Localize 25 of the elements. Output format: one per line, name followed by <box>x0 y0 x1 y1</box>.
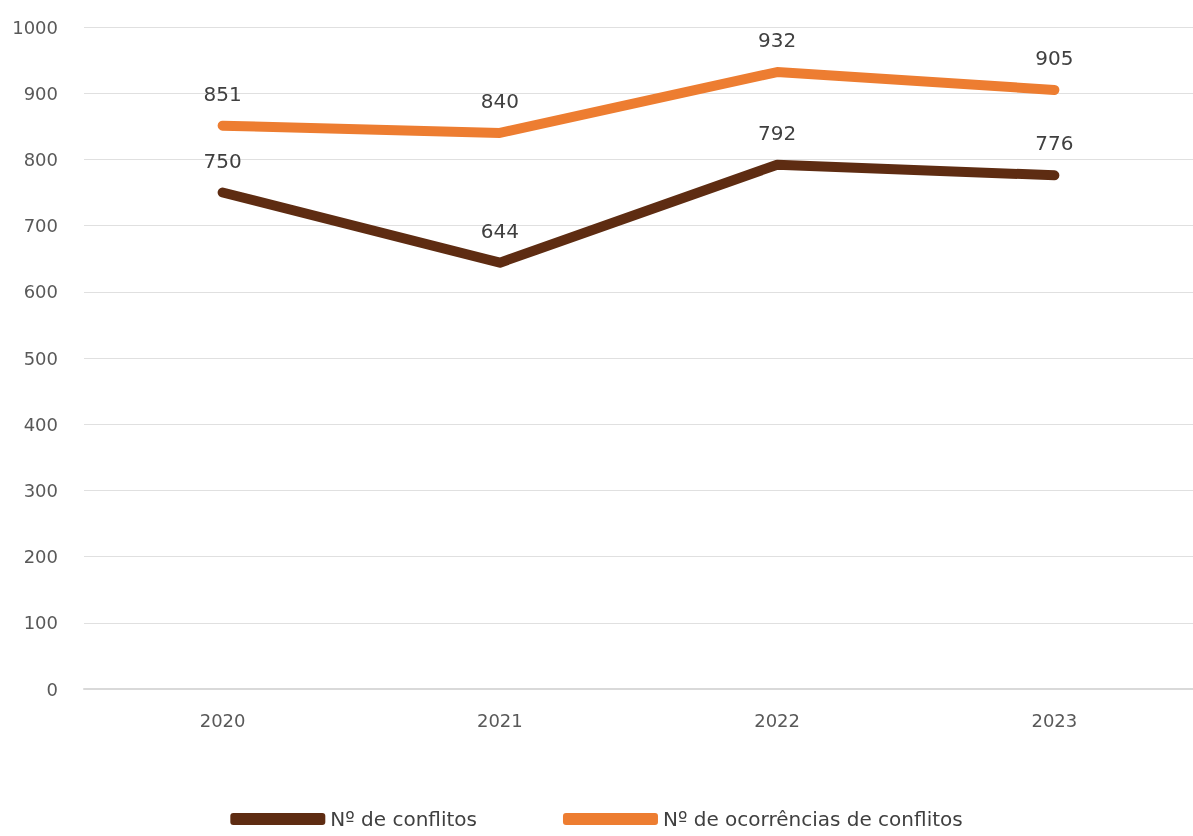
data-label: 776 <box>1035 131 1074 156</box>
y-tick-label: 0 <box>46 678 58 700</box>
y-tick-label: 100 <box>23 612 58 634</box>
y-tick-label: 500 <box>23 347 58 369</box>
data-label: 851 <box>203 81 242 106</box>
data-label: 792 <box>758 120 797 145</box>
legend-label: Nº de ocorrências de conflitos <box>662 807 963 831</box>
data-label: 644 <box>480 218 519 243</box>
y-tick-label: 1000 <box>12 16 58 38</box>
y-tick-label: 400 <box>23 413 58 435</box>
data-label: 840 <box>480 88 519 113</box>
x-tick-label: 2021 <box>476 709 523 731</box>
y-tick-label: 900 <box>23 82 58 104</box>
y-tick-label: 800 <box>23 148 58 170</box>
data-label: 905 <box>1035 45 1074 70</box>
y-tick-label: 600 <box>23 281 58 303</box>
data-label: 932 <box>758 28 797 53</box>
x-tick-label: 2020 <box>199 709 246 731</box>
y-tick-label: 700 <box>23 215 58 237</box>
y-tick-label: 200 <box>23 546 58 568</box>
data-label: 750 <box>203 148 242 173</box>
x-tick-label: 2023 <box>1031 709 1078 731</box>
legend-label: Nº de conflitos <box>330 807 477 831</box>
y-tick-label: 300 <box>23 479 58 501</box>
x-tick-label: 2022 <box>754 709 801 731</box>
